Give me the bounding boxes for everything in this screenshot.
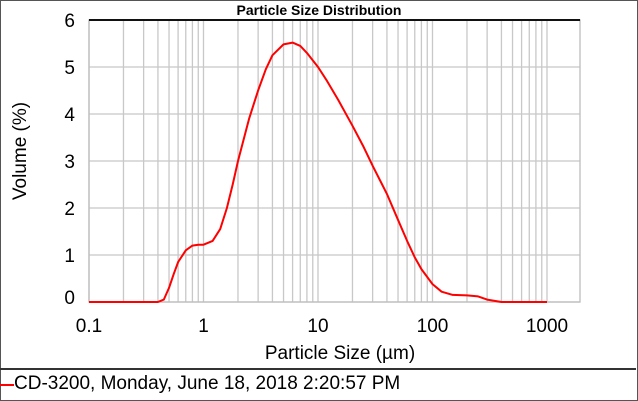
y-axis-label: Volume (%) — [10, 101, 31, 201]
x-tick-label: 0.1 — [76, 316, 102, 337]
chart-title: Particle Size Distribution — [236, 2, 402, 18]
legend: CD-3200, Monday, June 18, 2018 2:20:57 P… — [0, 368, 636, 400]
y-tick-label: 2 — [64, 199, 75, 220]
y-tick-label: 5 — [64, 58, 75, 79]
y-tick-label: 4 — [64, 105, 75, 126]
x-tick-label: 1 — [198, 316, 209, 337]
legend-line-icon — [0, 384, 14, 386]
x-tick-label: 100 — [417, 316, 449, 337]
x-tick-label: 10 — [307, 316, 328, 337]
y-tick-label: 1 — [64, 246, 75, 267]
y-tick-label: 3 — [64, 152, 75, 173]
x-axis-label: Particle Size (µm) — [264, 343, 416, 364]
series-line — [89, 41, 547, 303]
legend-entry: CD-3200, Monday, June 18, 2018 2:20:57 P… — [14, 373, 401, 394]
x-tick-label: 1000 — [526, 316, 568, 337]
y-tick-label: 6 — [64, 11, 75, 32]
y-tick-label: 0 — [64, 288, 75, 309]
